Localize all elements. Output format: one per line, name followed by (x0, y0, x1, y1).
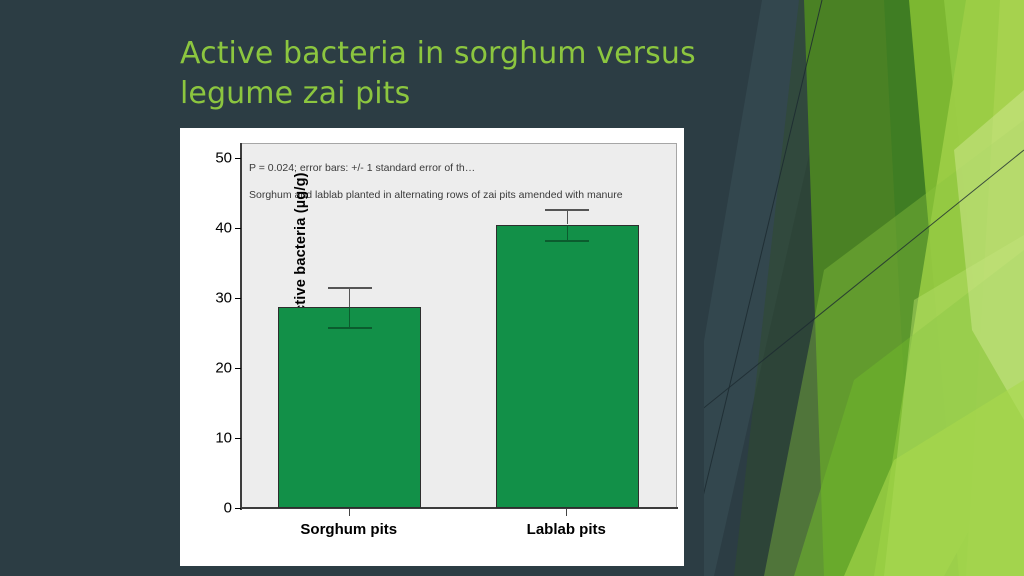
error-cap-bottom (327, 327, 372, 330)
y-tick-label: 0 (223, 499, 232, 517)
chart-card: P = 0.024; error bars: +/- 1 standard er… (180, 128, 684, 566)
y-tick-mark (235, 228, 241, 229)
annotation-description: Sorghum and lablab planted in alternatin… (249, 189, 623, 201)
page-title: Active bacteria in sorghum versus legume… (180, 36, 696, 111)
y-tick-mark (235, 158, 241, 159)
y-tick-label: 40 (215, 219, 232, 237)
error-cap-top (327, 286, 372, 289)
deco-polygons (704, 0, 1024, 576)
error-bar-lower (566, 224, 568, 240)
x-axis-label-sorghum-pits: Sorghum pits (300, 521, 398, 538)
x-tick-mark (566, 509, 568, 516)
y-tick-mark (235, 508, 241, 509)
x-tick-mark (348, 509, 350, 516)
error-cap-top (545, 209, 590, 212)
y-tick-label: 50 (215, 149, 232, 167)
x-axis-line (240, 507, 678, 509)
annotation-pvalue: P = 0.024; error bars: +/- 1 standard er… (249, 162, 476, 174)
error-cap-bottom (545, 239, 590, 242)
y-tick-mark (235, 438, 241, 439)
bar-sorghum-pits (278, 307, 422, 508)
y-tick-mark (235, 368, 241, 369)
error-bar-upper (349, 286, 351, 308)
y-axis-line (240, 143, 242, 510)
y-tick-label: 20 (215, 359, 232, 377)
y-tick-label: 10 (215, 429, 232, 447)
plot-area: P = 0.024; error bars: +/- 1 standard er… (215, 143, 678, 517)
error-bar-lower (349, 307, 351, 328)
decorative-background (704, 0, 1024, 576)
error-bar-upper (566, 209, 568, 225)
y-tick-label: 30 (215, 289, 232, 307)
x-axis-label-lablab-pits: Lablab pits (526, 521, 606, 538)
y-tick-mark (235, 298, 241, 299)
bar-lablab-pits (495, 224, 639, 508)
